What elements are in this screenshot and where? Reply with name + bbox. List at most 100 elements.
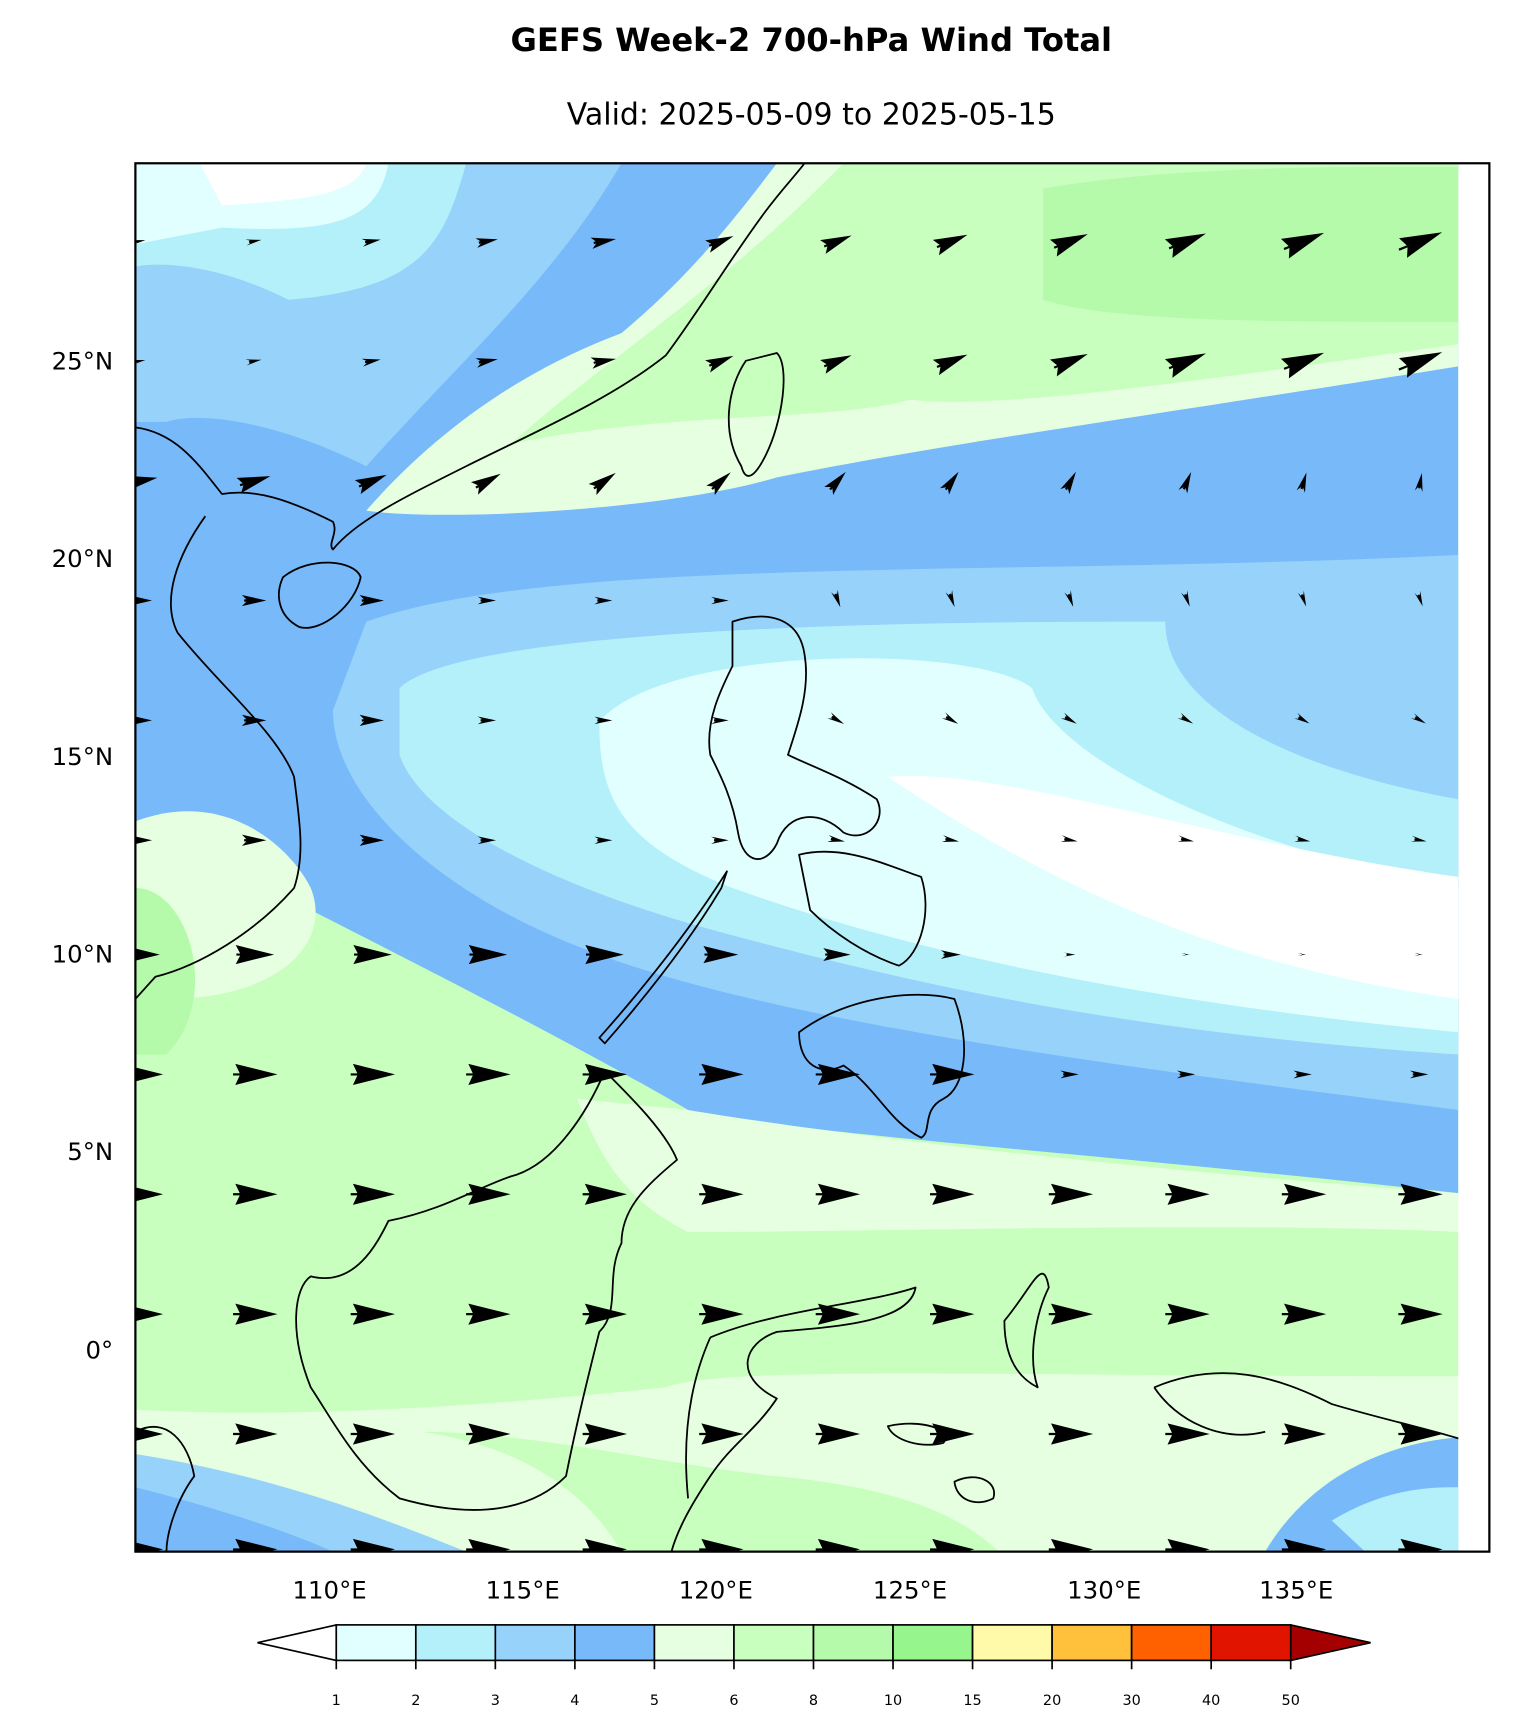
colorbar-tick-label: 5 xyxy=(650,1693,659,1709)
colorbar-segment xyxy=(414,1624,497,1662)
wind-arrow xyxy=(477,716,497,725)
lon-label: 135°E xyxy=(1259,1575,1333,1604)
map-frame xyxy=(134,162,1491,1553)
lon-labels: 110°E 115°E 120°E 125°E 130°E 135°E xyxy=(293,1575,1334,1604)
colorbar-segment xyxy=(1130,1624,1213,1662)
colorbar-tick-label: 4 xyxy=(570,1693,579,1709)
wind-arrow xyxy=(945,589,955,608)
colorbar-segment xyxy=(1051,1624,1133,1662)
subtitle: Valid: 2025-05-09 to 2025-05-15 xyxy=(567,97,1056,132)
wind-arrow xyxy=(699,1538,744,1552)
contour-fill xyxy=(577,1098,1459,1233)
wind-arrow xyxy=(815,1423,861,1445)
wind-arrow xyxy=(1165,1423,1210,1445)
wind-arrow xyxy=(1048,1183,1094,1205)
wind-arrow xyxy=(1181,590,1190,607)
wind-arrow xyxy=(350,1183,396,1205)
lon-label: 125°E xyxy=(873,1575,947,1604)
wind-arrow xyxy=(590,357,616,369)
contour-fill xyxy=(135,1487,333,1552)
wind-arrow xyxy=(1398,1423,1443,1445)
lat-label: 25°N xyxy=(52,347,114,376)
wind-arrow xyxy=(1060,712,1077,724)
contour-fill xyxy=(135,887,196,1055)
wind-arrow xyxy=(233,1063,278,1085)
wind-arrow xyxy=(1281,1303,1327,1325)
wind-arrow xyxy=(135,1427,164,1441)
wind-arrow xyxy=(585,945,624,965)
wind-arrow xyxy=(711,716,729,725)
wind-arrow xyxy=(361,358,381,367)
wind-arrow xyxy=(1414,953,1423,956)
lat-labels: 25°N 20°N 15°N 10°N 5°N 0° xyxy=(52,347,114,1365)
wind-arrow xyxy=(582,1423,628,1445)
lon-label: 110°E xyxy=(293,1575,367,1604)
colorbar-tick-label: 2 xyxy=(411,1693,420,1709)
wind-arrow xyxy=(233,1423,278,1445)
wind-arrow xyxy=(359,714,384,726)
wind-arrow xyxy=(475,358,498,368)
wind-arrow xyxy=(1181,953,1190,956)
wind-arrow xyxy=(930,1538,975,1552)
wind-arrow xyxy=(831,589,841,608)
wind-arrow xyxy=(582,1303,628,1325)
wind-arrow xyxy=(468,945,508,965)
wind-arrow xyxy=(588,472,616,495)
wind-arrow xyxy=(477,836,497,845)
wind-arrow xyxy=(1048,1423,1094,1445)
wind-arrow xyxy=(135,836,153,845)
wind-arrow xyxy=(820,355,852,374)
wind-arrow xyxy=(135,596,153,605)
wind-arrow xyxy=(930,1303,975,1325)
lat-label: 5°N xyxy=(67,1137,113,1166)
wind-arrow xyxy=(711,596,729,605)
lat-label: 10°N xyxy=(52,939,114,968)
wind-arrow xyxy=(466,1183,511,1205)
wind-arrow xyxy=(1049,354,1088,377)
colorbar-under xyxy=(257,1623,338,1662)
wind-arrow xyxy=(1164,353,1206,378)
wind-arrow xyxy=(1398,232,1443,258)
colorbar-segment xyxy=(971,1624,1053,1662)
wind-arrow xyxy=(941,712,959,724)
wind-arrow xyxy=(1060,471,1076,495)
wind-arrow xyxy=(1177,835,1194,842)
wind-arrow xyxy=(1296,472,1307,493)
colorbar-over xyxy=(1289,1623,1371,1662)
colorbar-segment xyxy=(574,1624,656,1662)
colorbar-tick-label: 20 xyxy=(1043,1693,1061,1709)
wind-arrow xyxy=(594,836,613,845)
wind-arrow xyxy=(1048,1538,1094,1552)
wind-arrow xyxy=(1280,232,1325,259)
wind-arrow xyxy=(1165,1183,1210,1205)
wind-arrow xyxy=(699,1303,744,1325)
colorbar-segment xyxy=(812,1624,894,1662)
wind-arrow xyxy=(1398,1303,1443,1325)
wind-arrow xyxy=(353,945,392,965)
colorbar-segment xyxy=(892,1624,974,1662)
wind-arrow xyxy=(135,716,153,725)
wind-arrow xyxy=(135,475,158,493)
wind-arrow xyxy=(359,594,384,607)
lat-label: 0° xyxy=(85,1336,113,1365)
wind-arrow xyxy=(820,235,852,254)
wind-arrow xyxy=(827,712,845,724)
wind-arrow xyxy=(235,945,275,965)
wind-arrow xyxy=(930,1063,975,1085)
wind-arrow xyxy=(582,1063,628,1085)
wind-field xyxy=(135,163,1459,1552)
colorbar: 1 2 3 4 5 6 8 10 15 20 30 40 50 xyxy=(257,1623,1371,1709)
colorbar-segment xyxy=(335,1624,417,1662)
wind-arrow xyxy=(1281,1183,1327,1205)
wind-arrow xyxy=(350,1063,396,1085)
wind-arrow xyxy=(939,471,959,495)
title: GEFS Week-2 700-hPa Wind Total xyxy=(510,21,1112,59)
wind-arrow xyxy=(703,946,739,964)
colorbar-tick-label: 40 xyxy=(1202,1693,1220,1709)
colorbar-tick-label: 30 xyxy=(1122,1693,1140,1709)
wind-arrow xyxy=(359,834,384,846)
wind-arrow xyxy=(1048,1303,1094,1325)
wind-arrow xyxy=(1164,233,1206,258)
wind-arrow xyxy=(1280,352,1325,379)
